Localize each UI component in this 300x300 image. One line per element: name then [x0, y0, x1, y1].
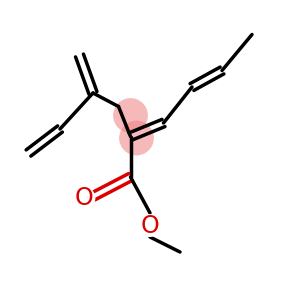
Circle shape [139, 214, 161, 237]
Circle shape [119, 121, 154, 155]
Text: O: O [75, 186, 93, 210]
Circle shape [113, 98, 148, 133]
Circle shape [73, 187, 95, 209]
Text: O: O [141, 214, 159, 238]
